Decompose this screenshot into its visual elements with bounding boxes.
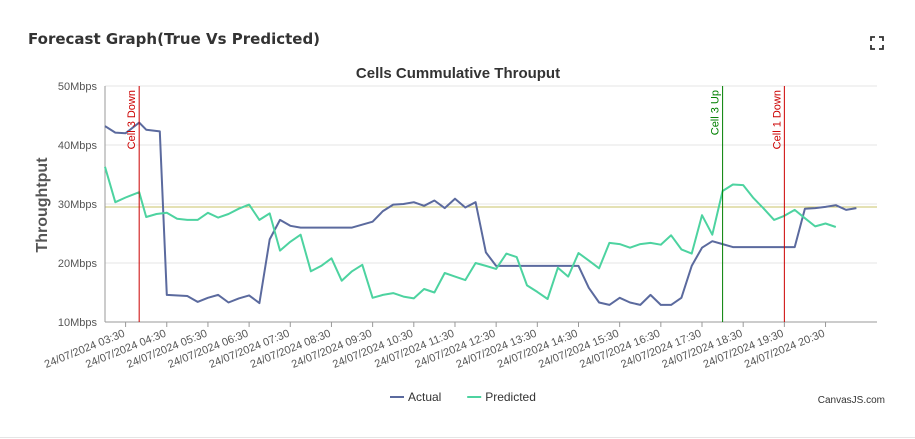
y-tick-label: 40Mbps — [58, 140, 98, 152]
card-bottom-border — [0, 437, 915, 438]
legend-label: Predicted — [485, 390, 536, 404]
y-tick-label: 50Mbps — [58, 81, 98, 93]
legend-label: Actual — [408, 390, 441, 404]
event-marker-label: Cell 3 Down — [126, 90, 138, 149]
y-tick-label: 30Mbps — [58, 199, 98, 211]
y-axis-label: Throughtput — [34, 157, 51, 253]
canvasjs-credit[interactable]: CanvasJS.com — [818, 395, 885, 406]
grid-layer — [105, 85, 877, 323]
chart-title: Cells Cummulative Throuput — [356, 65, 560, 82]
y-tick-label: 10Mbps — [58, 317, 98, 329]
series-line-predicted — [104, 166, 837, 300]
marker-layer: Cell 3 Down Cell 3 Up Cell 1 Down — [126, 86, 785, 322]
page-title: Forecast Graph(True Vs Predicted) — [28, 30, 321, 48]
event-marker-label: Cell 3 Up — [710, 90, 722, 135]
event-marker-label: Cell 1 Down — [771, 90, 783, 149]
series-layer — [104, 121, 857, 306]
axis-layer: 10Mbps20Mbps30Mbps40Mbps50Mbps24/07/2024… — [43, 81, 877, 371]
legend[interactable]: Actual Predicted — [390, 390, 536, 404]
series-line-actual — [104, 121, 857, 306]
fullscreen-icon[interactable] — [870, 36, 884, 50]
y-tick-label: 20Mbps — [58, 258, 98, 270]
